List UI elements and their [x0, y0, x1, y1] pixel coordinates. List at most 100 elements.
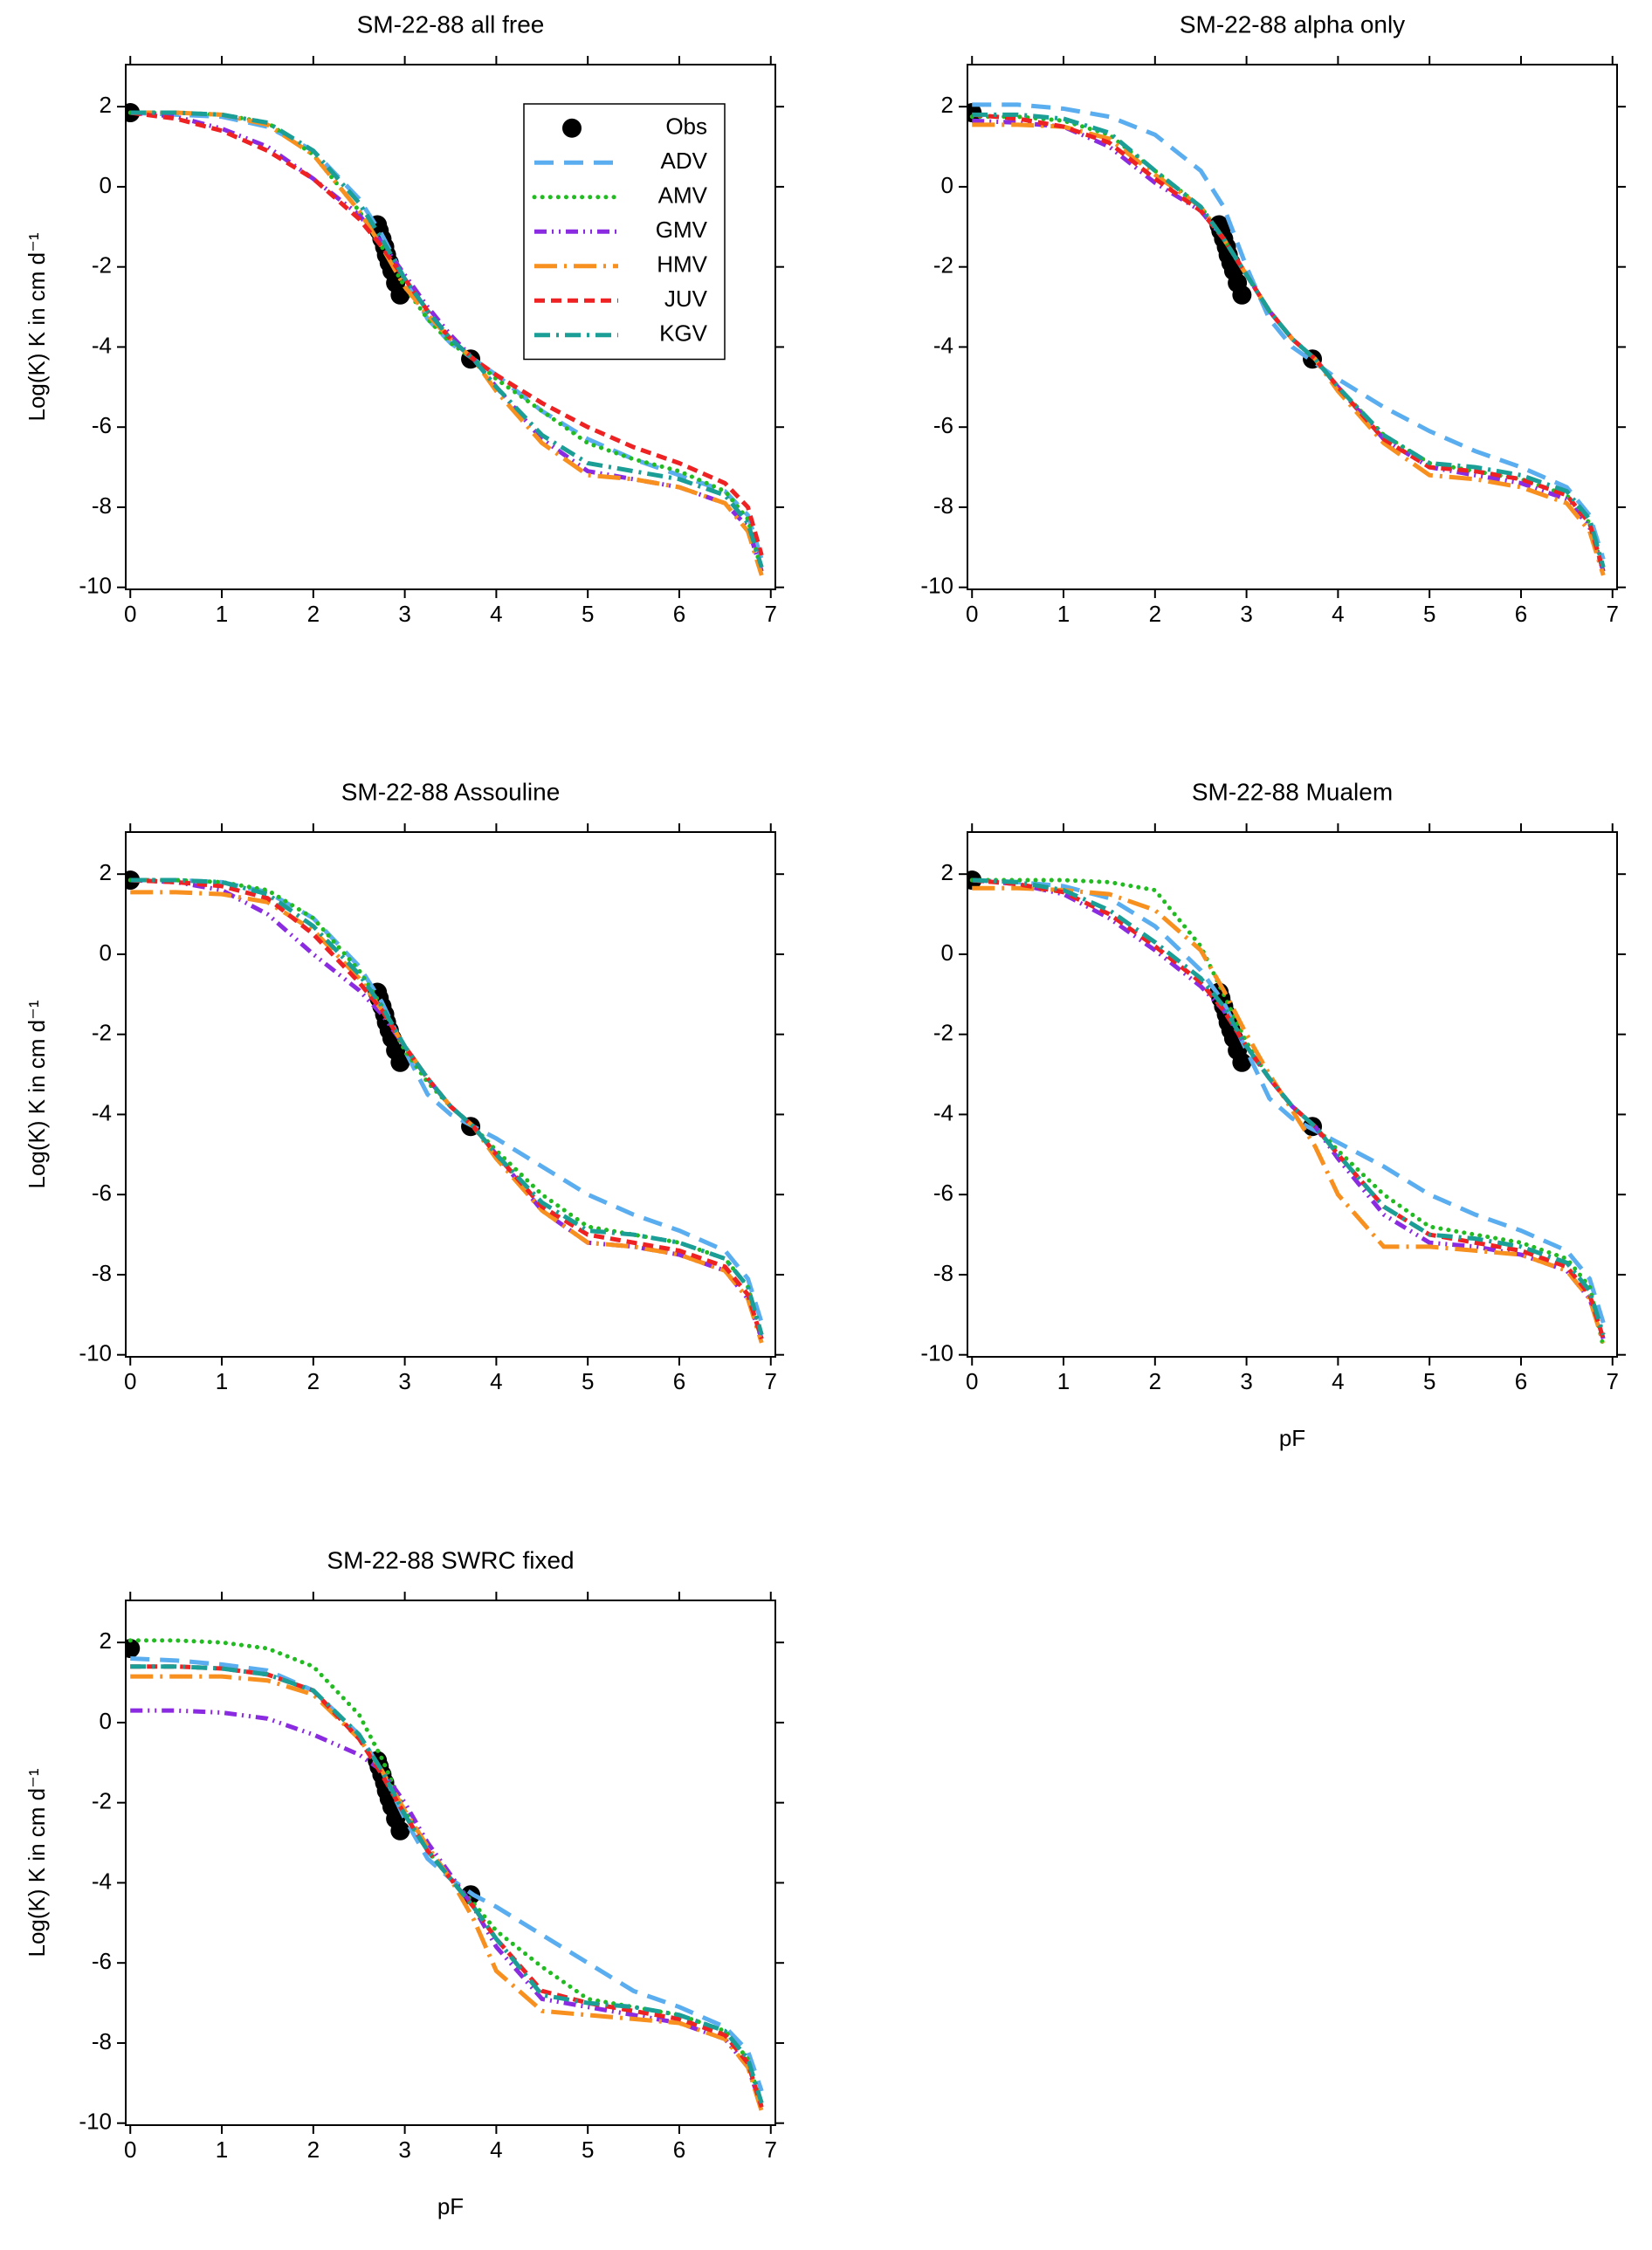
x-tick-label: 6: [1515, 1368, 1527, 1394]
legend-marker: [562, 118, 582, 138]
series-line: [130, 1708, 764, 2109]
series-line: [130, 1664, 764, 2109]
x-tick-label: 4: [490, 2136, 502, 2163]
y-tick-label: -2: [92, 252, 112, 279]
series-line: [130, 1664, 764, 2104]
y-axis-label: Log(K) K in cm d⁻¹: [24, 232, 50, 421]
series-line: [972, 885, 1606, 1344]
legend-box: [523, 103, 726, 361]
plot-area: [967, 102, 1606, 576]
plot-frame: [125, 64, 776, 590]
x-tick-label: 1: [216, 2136, 228, 2163]
x-tick-label: 1: [1057, 1368, 1070, 1394]
y-tick-label: -8: [92, 1260, 112, 1286]
y-tick-label: -4: [933, 332, 953, 358]
x-tick-label: 4: [1332, 1368, 1344, 1394]
chart-title: SM-22-88 SWRC fixed: [327, 1546, 574, 1573]
chart-title: SM-22-88 all free: [357, 10, 545, 38]
x-tick-label: 2: [1149, 1368, 1161, 1394]
obs-point: [1232, 1052, 1252, 1072]
plot-frame: [967, 831, 1618, 1358]
legend-label: AMV: [658, 182, 708, 209]
y-tick-label: -8: [92, 2028, 112, 2054]
x-tick-label: 1: [1057, 601, 1070, 627]
y-tick-label: 2: [941, 859, 953, 885]
series-line: [130, 877, 764, 1336]
x-tick-label: 0: [124, 2136, 136, 2163]
obs-point: [390, 1052, 410, 1072]
series-line: [972, 877, 1606, 1324]
x-tick-label: 1: [216, 1368, 228, 1394]
y-tick-label: -4: [92, 332, 112, 358]
y-tick-label: -10: [79, 2109, 112, 2135]
plot-frame: [125, 1600, 776, 2126]
y-tick-label: -4: [933, 1099, 953, 1125]
y-tick-label: -8: [92, 492, 112, 519]
panel: SM-22-88 Assouline 0 1 2 3 4 5 6 7 -10 -8 -6 -4 -2 0 2 L…: [24, 778, 784, 1394]
plot-area: [126, 103, 764, 576]
y-tick-label: -8: [933, 492, 953, 519]
y-tick-label: -6: [92, 1948, 112, 1974]
panel: SM-22-88 alpha only 0 1 2 3 4 5 6 7 -10 -8 -6 -4 -2 0 2: [920, 10, 1626, 627]
x-axis-label: pF: [1279, 1425, 1305, 1451]
y-tick-label: -2: [933, 1020, 953, 1046]
chart-title: SM-22-88 Assouline: [341, 778, 561, 805]
y-tick-label: -2: [92, 1788, 112, 1814]
y-axis-label: Log(K) K in cm d⁻¹: [24, 1768, 50, 1957]
y-tick-label: -6: [92, 412, 112, 438]
x-tick-label: 2: [307, 601, 320, 627]
legend-label: JUV: [664, 286, 708, 312]
legend-label: KGV: [659, 320, 708, 347]
y-axis-label: Log(K) K in cm d⁻¹: [24, 1000, 50, 1188]
series-line: [130, 890, 764, 1344]
y-tick-label: -10: [920, 1340, 953, 1366]
x-tick-label: 5: [582, 2136, 594, 2163]
series-line: [130, 877, 764, 1340]
obs-point: [1232, 285, 1252, 305]
y-tick-label: 2: [941, 92, 953, 118]
chart-title: SM-22-88 alpha only: [1180, 10, 1405, 38]
series-line: [972, 112, 1606, 573]
x-tick-label: 4: [490, 1368, 502, 1394]
x-tick-label: 4: [1332, 601, 1344, 627]
x-tick-label: 0: [124, 601, 136, 627]
y-tick-label: -4: [92, 1099, 112, 1125]
x-tick-label: 5: [1423, 1368, 1435, 1394]
y-tick-label: -4: [92, 1868, 112, 1894]
series-line: [972, 122, 1606, 576]
x-tick-label: 4: [490, 601, 502, 627]
y-tick-label: -6: [933, 1180, 953, 1206]
x-tick-label: 0: [124, 1368, 136, 1394]
x-tick-label: 1: [216, 601, 228, 627]
x-tick-label: 6: [1515, 601, 1527, 627]
legend-label: ADV: [661, 148, 708, 174]
x-tick-label: 5: [582, 1368, 594, 1394]
series-line: [969, 114, 1606, 574]
plot-area: [126, 870, 764, 1344]
y-tick-label: 2: [100, 859, 112, 885]
series-line: [130, 877, 764, 1324]
x-tick-label: 0: [966, 1368, 978, 1394]
series-line: [972, 877, 1606, 1336]
x-tick-label: 2: [307, 2136, 320, 2163]
legend-label: GMV: [656, 217, 708, 243]
plot-frame: [125, 831, 776, 1358]
x-tick-label: 2: [307, 1368, 320, 1394]
panel: SM-22-88 all free 0 1 2 3 4 5 6 7 -10 -8 -6 -4 -2 0 2 Lo…: [24, 10, 784, 627]
chart-title: SM-22-88 Mualem: [1192, 778, 1393, 805]
legend-label: HMV: [657, 251, 707, 278]
x-tick-label: 3: [1240, 601, 1252, 627]
plot-area: [967, 870, 1606, 1350]
x-axis-label: pF: [437, 2193, 464, 2219]
series-line: [130, 110, 764, 576]
y-tick-label: -2: [933, 252, 953, 279]
y-tick-label: 0: [100, 172, 112, 198]
x-tick-label: 6: [673, 2136, 685, 2163]
y-tick-label: 2: [100, 1627, 112, 1654]
x-tick-label: 5: [582, 601, 594, 627]
legend: Obs ADV AMV GMV HMV JUV KGV: [523, 103, 726, 361]
y-tick-label: -10: [79, 1340, 112, 1366]
x-tick-label: 7: [765, 601, 777, 627]
y-tick-label: -6: [92, 1180, 112, 1206]
y-tick-label: 0: [100, 1708, 112, 1734]
